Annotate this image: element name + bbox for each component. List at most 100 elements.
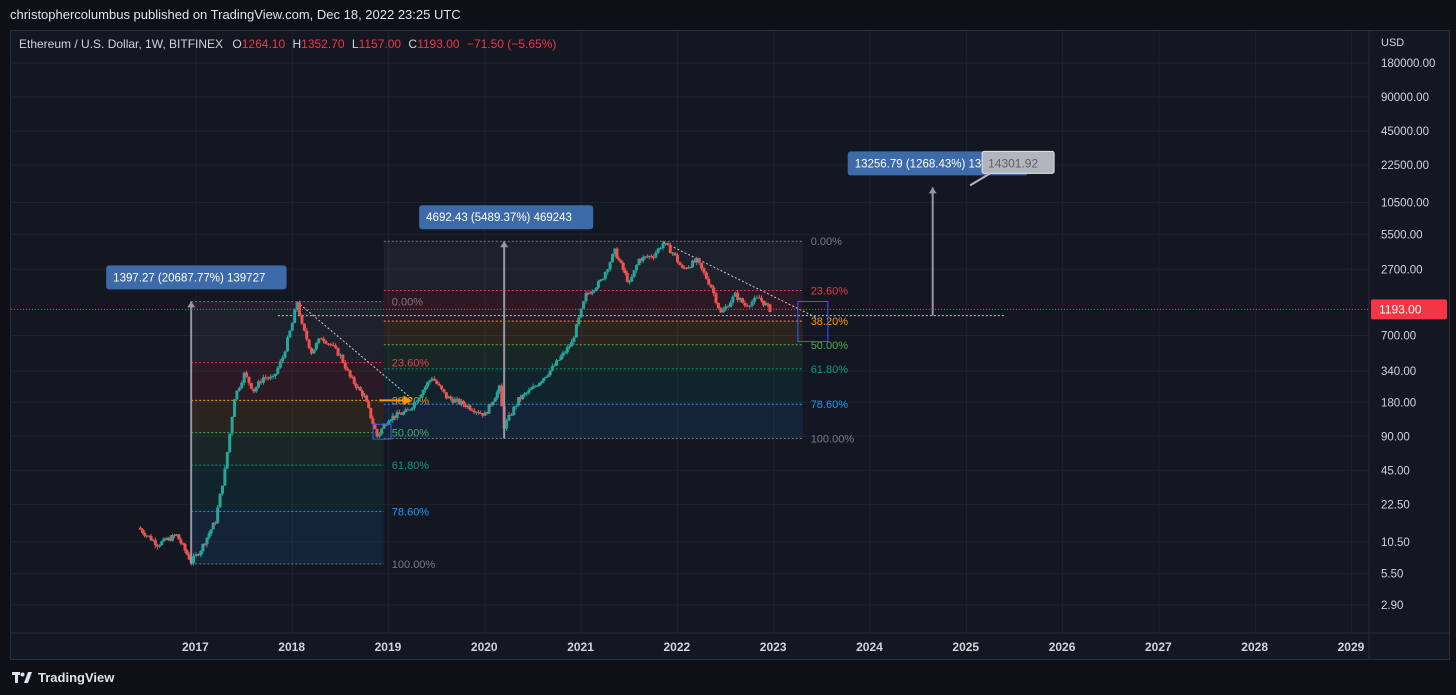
- candle-body: [319, 338, 323, 340]
- candle-body: [687, 267, 691, 269]
- candle-body: [404, 409, 408, 413]
- price-tick-label: 5500.00: [1381, 229, 1423, 241]
- candle-body: [423, 386, 427, 391]
- measure-arrowhead: [187, 301, 196, 308]
- candle-body: [485, 412, 489, 414]
- fib-zone: [383, 321, 803, 345]
- candle-body: [678, 262, 682, 266]
- candle-body: [428, 380, 432, 383]
- candle-body: [230, 417, 234, 434]
- candle-body: [348, 370, 352, 377]
- candle-body: [497, 385, 501, 392]
- candle-body: [682, 267, 686, 269]
- candle-body: [235, 390, 239, 400]
- candle-body: [447, 396, 451, 399]
- candle-body: [476, 411, 480, 413]
- candle-body: [382, 424, 386, 429]
- candle-body: [505, 420, 509, 429]
- candle-body: [487, 404, 491, 414]
- candle-body: [759, 298, 763, 301]
- candle-body: [666, 242, 670, 246]
- candle-body: [654, 252, 658, 258]
- candle-body: [555, 360, 559, 366]
- price-tick-label: 180.00: [1381, 397, 1416, 409]
- candle-body: [641, 256, 645, 261]
- candle-body: [517, 397, 521, 406]
- candle-body: [668, 245, 672, 254]
- fib-level-label: 78.60%: [811, 399, 849, 411]
- candle-body: [175, 534, 179, 536]
- candle-body: [240, 382, 244, 388]
- candle-body: [412, 401, 416, 408]
- candle-body: [764, 303, 768, 306]
- target-callout-label: 14301.92: [988, 156, 1038, 170]
- tradingview-icon: [12, 671, 32, 683]
- candle-body: [748, 305, 752, 307]
- fib-zone: [383, 404, 803, 439]
- candle-body: [712, 287, 716, 294]
- candle-body: [247, 376, 251, 383]
- low-value: 1157.00: [358, 37, 402, 51]
- candle-body: [731, 296, 735, 303]
- candle-body: [625, 273, 629, 282]
- price-chart[interactable]: 0.00% 23.60% 38.20% 50.00% 61.80% 78.60% 100.0…: [11, 31, 1449, 659]
- candle-body: [684, 267, 688, 269]
- candle-body: [288, 330, 292, 338]
- candle-body: [324, 341, 328, 344]
- candle-body: [218, 493, 222, 508]
- candle-body: [613, 248, 617, 255]
- candle-body: [185, 550, 189, 555]
- candle-body: [615, 248, 619, 259]
- candle-body: [160, 541, 164, 546]
- fib-level-label: 0.00%: [811, 236, 842, 248]
- candle-body: [233, 399, 237, 418]
- price-tick-label: 2.90: [1381, 600, 1403, 612]
- candle-body: [651, 256, 655, 258]
- candle-body: [245, 372, 249, 377]
- last-price-label: 1193.00: [1379, 302, 1422, 316]
- close-value: 1193.00: [417, 37, 460, 51]
- candle-body: [537, 383, 541, 386]
- candle-body: [225, 452, 229, 469]
- tradingview-logo[interactable]: TradingView: [12, 670, 114, 685]
- candle-body: [410, 407, 414, 410]
- candle-body: [307, 339, 311, 349]
- fib-zone: [191, 301, 384, 363]
- candle-body: [704, 272, 708, 279]
- candle-body: [527, 389, 531, 393]
- price-tick-label: 700.00: [1381, 331, 1416, 343]
- candle-body: [415, 401, 419, 403]
- candle-body: [271, 376, 275, 378]
- candle-body: [183, 543, 187, 551]
- candle-body: [693, 260, 697, 263]
- chart-area[interactable]: 0.00% 23.60% 38.20% 50.00% 61.80% 78.60% 100.0…: [10, 30, 1450, 660]
- measure-label: 13256.79 (1268.43%) 132568: [855, 158, 1007, 170]
- candle-body: [563, 352, 567, 354]
- candle-body: [606, 269, 610, 273]
- candle-body: [523, 393, 527, 395]
- candle-body: [457, 398, 461, 405]
- candle-body: [542, 378, 546, 382]
- open-label: O: [232, 37, 242, 51]
- candle-body: [300, 315, 304, 324]
- price-tick-label: 90.00: [1381, 431, 1410, 443]
- candle-body: [417, 397, 421, 402]
- candle-body: [421, 390, 425, 395]
- candle-body: [707, 278, 711, 285]
- candle-body: [367, 401, 371, 408]
- candle-body: [540, 381, 544, 384]
- candle-body: [474, 411, 478, 413]
- candle-body: [207, 533, 211, 538]
- candle-body: [479, 412, 483, 414]
- measure-arrowhead: [928, 187, 937, 194]
- candle-body: [493, 398, 497, 402]
- fib-level-label: 100.00%: [811, 434, 855, 446]
- price-tick-label: 22.50: [1381, 499, 1410, 511]
- symbol-name: Ethereum / U.S. Dollar, 1W, BITFINEX: [19, 37, 224, 51]
- candle-body: [419, 394, 423, 398]
- candle-body: [495, 391, 499, 399]
- candle-body: [440, 385, 444, 390]
- candle-body: [512, 406, 516, 415]
- publish-info: christophercolumbus published on Trading…: [10, 7, 461, 22]
- candle-body: [213, 522, 217, 524]
